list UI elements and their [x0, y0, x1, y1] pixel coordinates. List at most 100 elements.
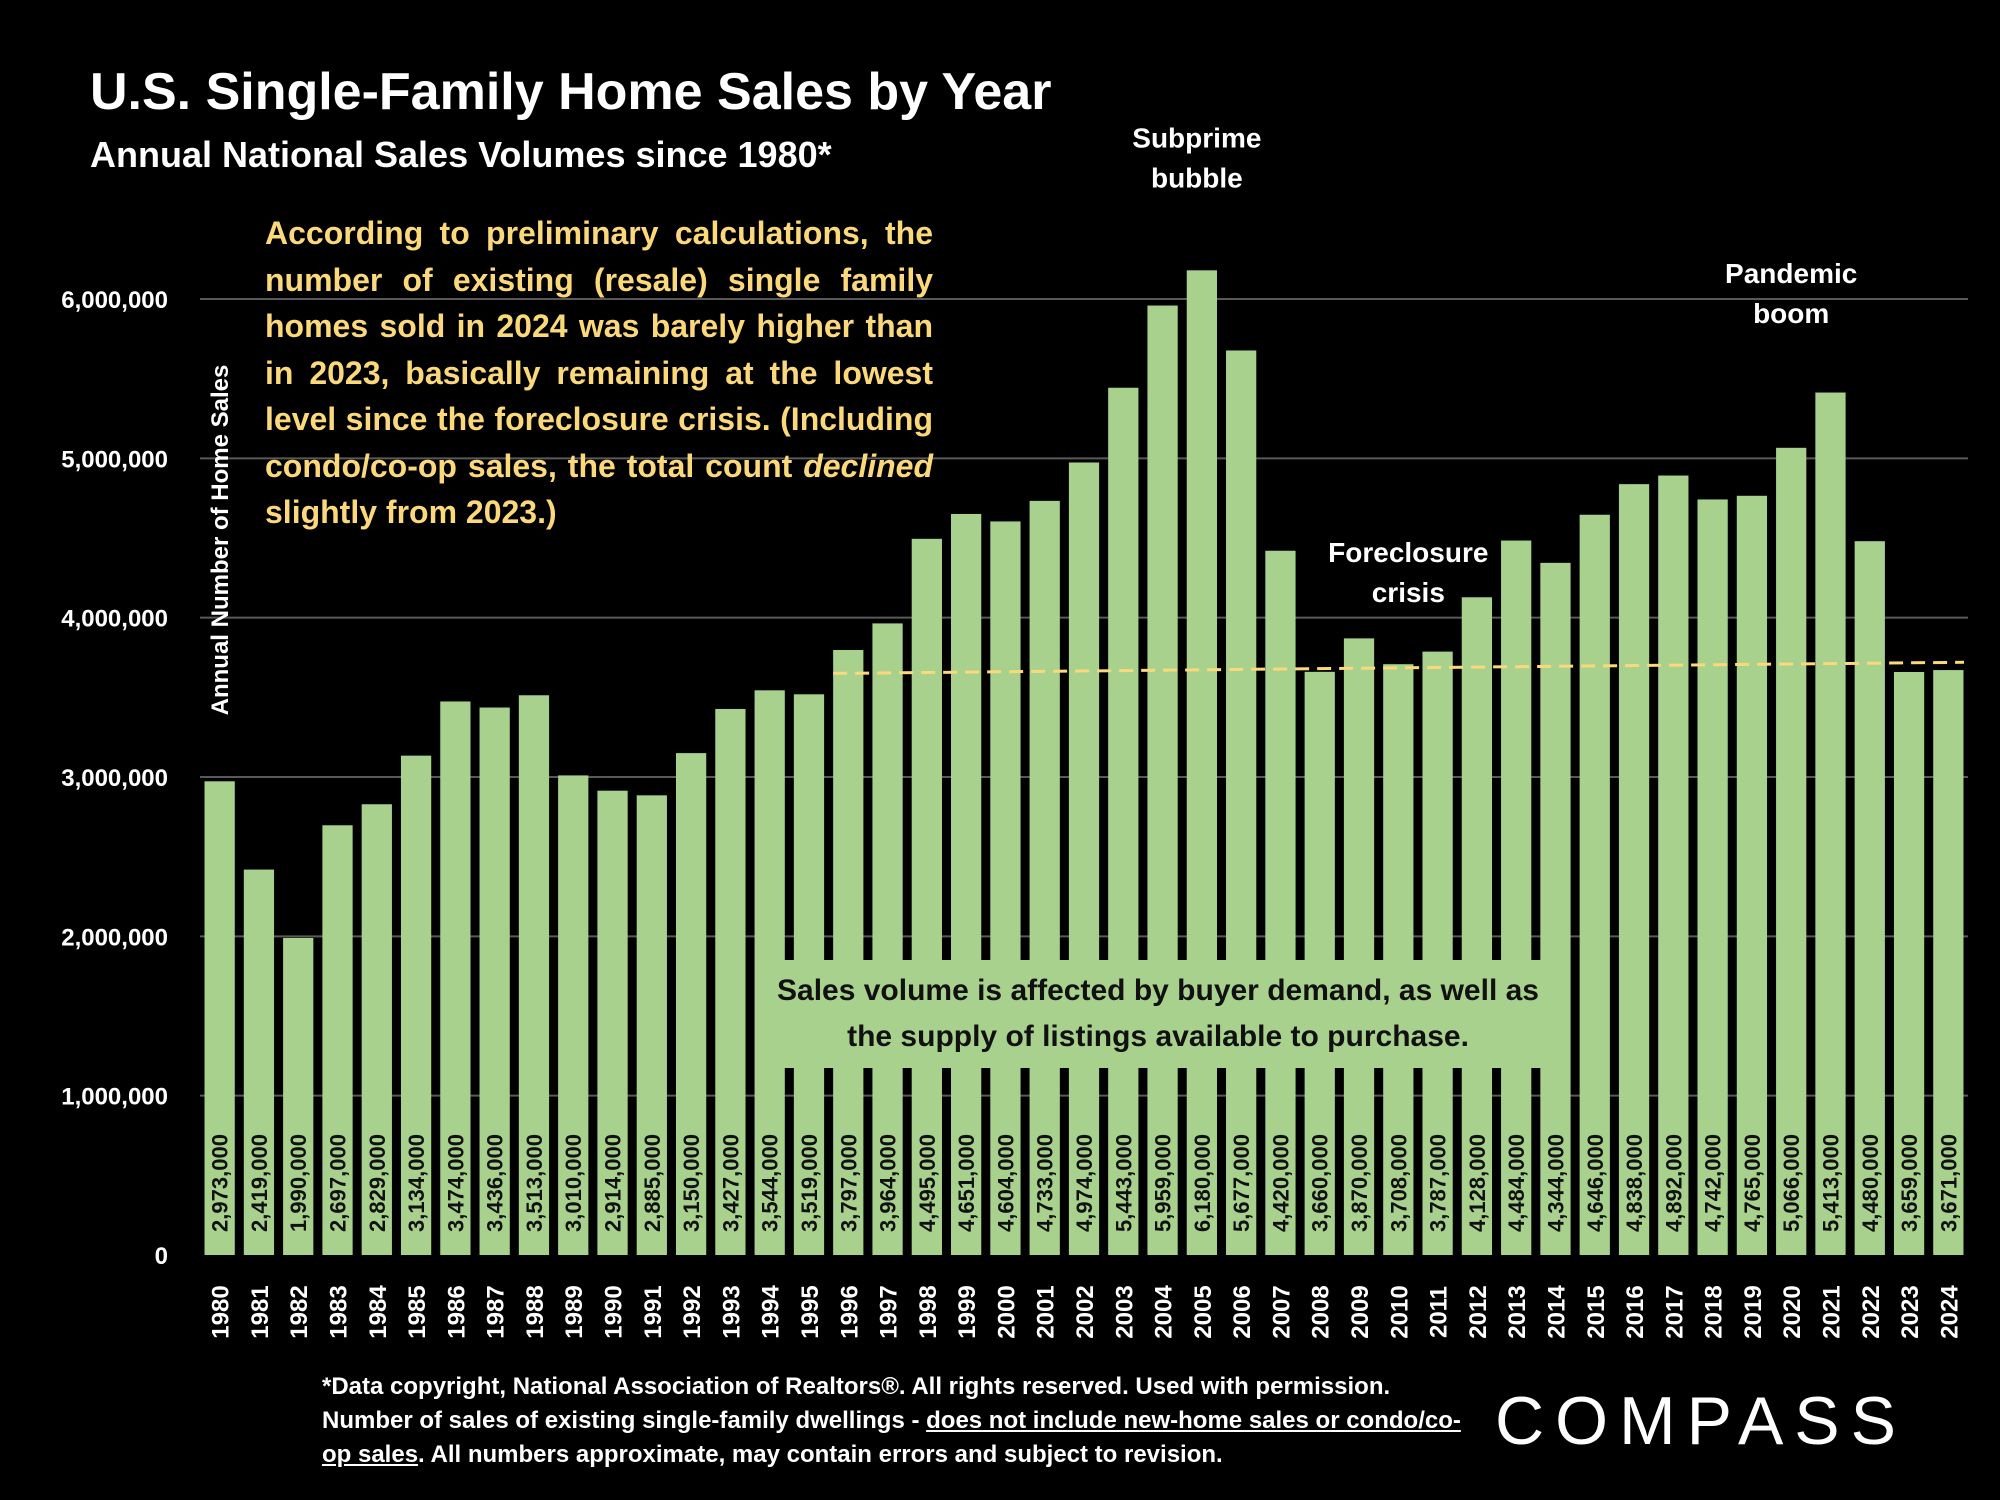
- chart-title: U.S. Single-Family Home Sales by Year: [90, 63, 1052, 121]
- data-label: 4,765,000: [1740, 1134, 1765, 1232]
- bar-2022: [1854, 541, 1885, 1255]
- x-tick-label: 1983: [326, 1285, 353, 1338]
- data-label: 2,885,000: [640, 1134, 665, 1232]
- x-tick-label: 2005: [1190, 1285, 1217, 1338]
- annotation-label: Pandemic: [1725, 258, 1857, 289]
- x-tick-label: 2020: [1779, 1285, 1806, 1338]
- footnote-text: Number of sales of existing single-famil…: [322, 1407, 927, 1434]
- annotation-label: Subprime: [1132, 123, 1261, 154]
- bar-1992: [675, 753, 707, 1255]
- data-label: 3,150,000: [679, 1134, 704, 1232]
- x-tick-label: 1993: [718, 1285, 745, 1338]
- bar-1998: [911, 538, 942, 1255]
- bar-2009: [1343, 638, 1375, 1255]
- x-tick-label: 1986: [443, 1285, 470, 1338]
- bar-2024: [1933, 670, 1964, 1255]
- x-tick-label: 1994: [758, 1285, 785, 1339]
- x-tick-label: 2013: [1504, 1285, 1531, 1338]
- data-label: 3,787,000: [1426, 1134, 1451, 1232]
- bar-1999: [951, 513, 982, 1255]
- y-tick-label: 3,000,000: [61, 765, 168, 792]
- bar-2003: [1108, 387, 1139, 1255]
- x-tick-label: 1999: [954, 1285, 981, 1338]
- data-footnote: *Data copyright, National Association of…: [322, 1370, 1482, 1472]
- bar-1980: [204, 781, 235, 1255]
- data-label: 4,344,000: [1543, 1134, 1568, 1232]
- bar-2005: [1186, 270, 1217, 1255]
- bar-2013: [1501, 540, 1532, 1255]
- y-tick-label: 0: [155, 1243, 168, 1270]
- footnote-line-1: *Data copyright, National Association of…: [322, 1373, 1391, 1400]
- bar-1985: [400, 755, 432, 1255]
- bar-1984: [361, 804, 392, 1255]
- x-tick-label: 2011: [1426, 1286, 1453, 1338]
- x-tick-label: 1987: [483, 1285, 510, 1338]
- data-label: 2,914,000: [601, 1134, 626, 1232]
- x-tick-label: 2019: [1740, 1285, 1767, 1338]
- y-tick-label: 2,000,000: [61, 924, 168, 951]
- bar-2004: [1147, 305, 1178, 1255]
- data-label: 5,959,000: [1151, 1134, 1176, 1232]
- x-tick-label: 1998: [915, 1285, 942, 1338]
- annotation-label: bubble: [1151, 163, 1243, 194]
- callout-text: According to preliminary calculations, t…: [265, 215, 933, 484]
- data-label: 4,742,000: [1701, 1134, 1726, 1232]
- data-label: 4,604,000: [993, 1134, 1018, 1232]
- x-tick-label: 2008: [1308, 1285, 1335, 1338]
- x-tick-label: 2024: [1936, 1285, 1963, 1339]
- bar-2023: [1893, 671, 1925, 1255]
- data-label: 2,697,000: [326, 1134, 351, 1232]
- x-tick-label: 2022: [1858, 1285, 1885, 1338]
- bar-2001: [1029, 500, 1060, 1255]
- bar-2019: [1736, 495, 1768, 1255]
- x-tick-label: 1991: [640, 1285, 667, 1338]
- data-label: 3,134,000: [404, 1134, 429, 1232]
- data-label: 5,066,000: [1779, 1134, 1804, 1232]
- data-label: 4,480,000: [1858, 1134, 1883, 1232]
- data-label: 4,838,000: [1622, 1134, 1647, 1232]
- data-label: 6,180,000: [1190, 1134, 1215, 1232]
- bar-2000: [990, 521, 1021, 1255]
- x-tick-label: 2007: [1268, 1285, 1295, 1338]
- y-tick-label: 4,000,000: [61, 606, 168, 633]
- callout-emphasis: declined: [803, 447, 933, 484]
- bar-2006: [1226, 350, 1257, 1255]
- footnote-line-2: Number of sales of existing single-famil…: [322, 1404, 1482, 1472]
- x-tick-label: 1990: [601, 1285, 628, 1338]
- data-label: 3,870,000: [1347, 1134, 1372, 1232]
- footnote-text-end: . All numbers approximate, may contain e…: [418, 1441, 1223, 1468]
- x-tick-label: 2000: [993, 1285, 1020, 1338]
- annotation-label: crisis: [1372, 577, 1445, 608]
- x-tick-label: 1989: [561, 1285, 588, 1338]
- bar-2010: [1383, 664, 1414, 1255]
- data-label: 3,519,000: [797, 1134, 822, 1232]
- data-label: 3,964,000: [876, 1134, 901, 1232]
- bar-2021: [1815, 392, 1846, 1255]
- data-label: 5,443,000: [1111, 1134, 1136, 1232]
- data-label: 4,974,000: [1072, 1134, 1097, 1232]
- x-tick-label: 2014: [1543, 1285, 1570, 1339]
- data-label: 4,892,000: [1661, 1134, 1686, 1232]
- bar-1981: [243, 869, 275, 1255]
- data-label: 3,708,000: [1386, 1134, 1411, 1232]
- bar-2018: [1697, 499, 1728, 1255]
- bar-1989: [558, 775, 589, 1255]
- x-tick-label: 2002: [1072, 1285, 1099, 1338]
- data-label: 4,651,000: [954, 1134, 979, 1232]
- data-label: 5,413,000: [1818, 1134, 1843, 1232]
- x-tick-label: 2004: [1151, 1285, 1178, 1339]
- x-tick-label: 2017: [1661, 1285, 1688, 1338]
- x-tick-label: 1995: [797, 1285, 824, 1338]
- data-label: 3,427,000: [718, 1134, 743, 1232]
- x-tick-label: 2010: [1386, 1285, 1413, 1338]
- data-label: 3,671,000: [1936, 1134, 1961, 1232]
- data-label: 4,420,000: [1268, 1134, 1293, 1232]
- data-label: 1,990,000: [286, 1134, 311, 1232]
- data-label: 2,829,000: [365, 1134, 390, 1232]
- data-label: 3,660,000: [1308, 1134, 1333, 1232]
- y-tick-label: 1,000,000: [61, 1084, 168, 1111]
- x-tick-label: 2021: [1818, 1285, 1845, 1338]
- x-tick-label: 2001: [1033, 1285, 1060, 1338]
- x-tick-label: 1981: [247, 1285, 274, 1338]
- y-tick-label: 6,000,000: [61, 287, 168, 314]
